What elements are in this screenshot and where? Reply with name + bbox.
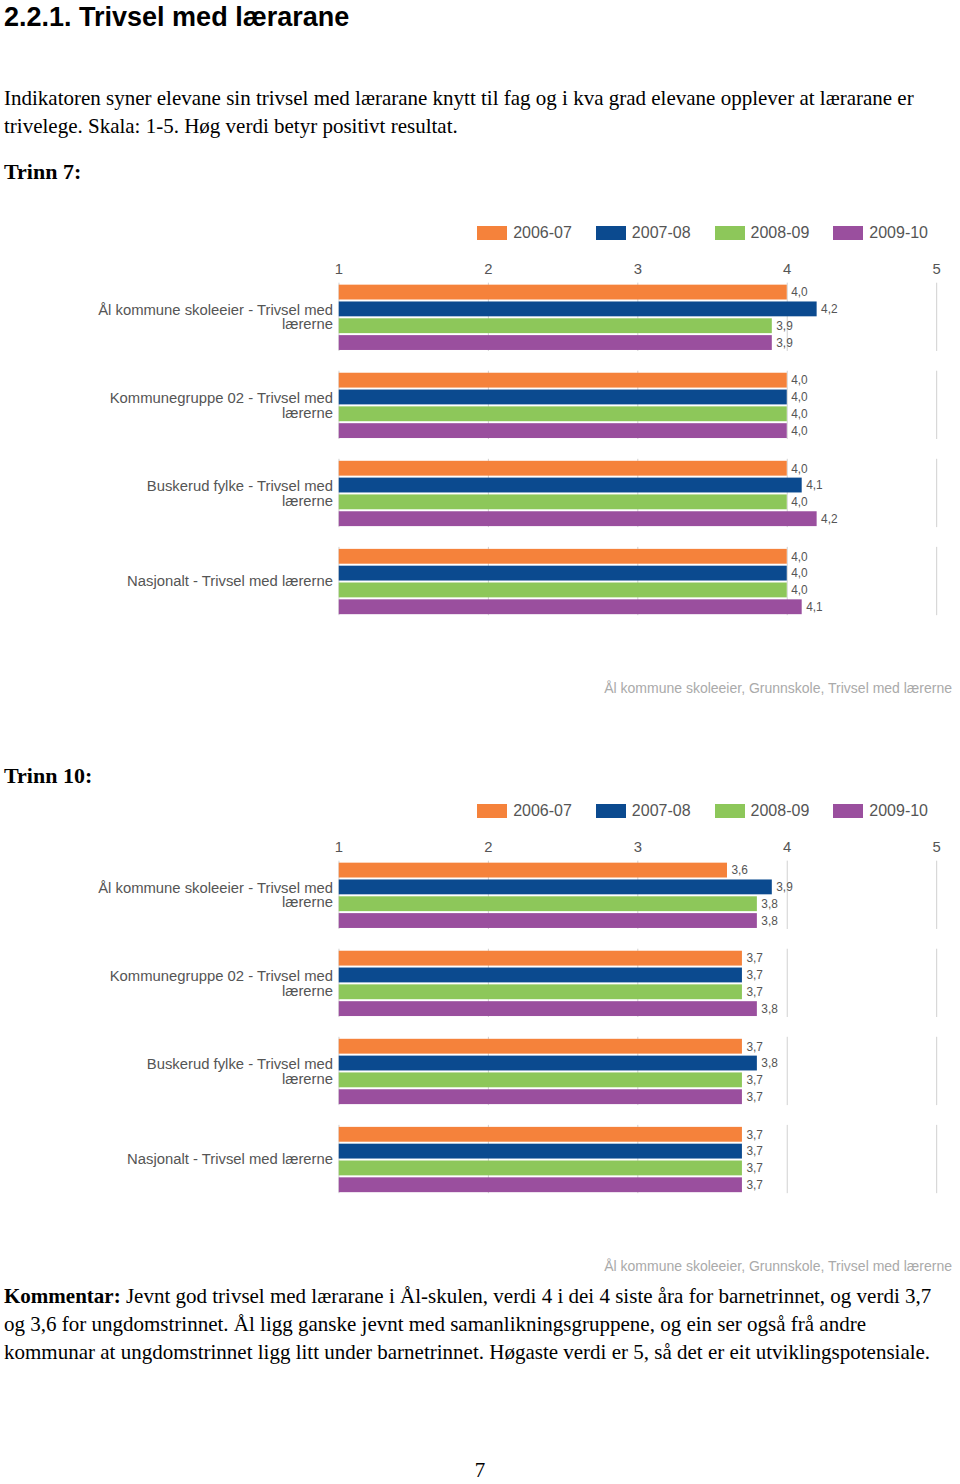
svg-text:Buskerud fylke - Trivsel medlæ: Buskerud fylke - Trivsel medlærerne (147, 478, 333, 509)
html-text:2009-10: 2009-10 (869, 224, 928, 241)
svg-text:3: 3 (634, 261, 642, 277)
svg-text:2: 2 (484, 839, 492, 855)
html-text:Kommentar: Jevnt god trivsel m: Kommentar: Jevnt god trivsel med læraran… (4, 1284, 932, 1365)
html-text:Ål kommune skoleeier, Grunnsko: Ål kommune skoleeier, Grunnskole, Trivse… (604, 1258, 952, 1275)
svg-text:4,0: 4,0 (791, 407, 808, 421)
html-text:Trinn 7:: Trinn 7: (4, 159, 82, 184)
svg-text:4,0: 4,0 (791, 390, 808, 404)
html-text:Ål kommune skoleeier, Grunnsko: Ål kommune skoleeier, Grunnskole, Trivse… (604, 680, 952, 696)
svg-text:Buskerud fylke - Trivsel medlæ: Buskerud fylke - Trivsel medlærerne (147, 1056, 333, 1087)
svg-text:Nasjonalt - Trivsel med lærern: Nasjonalt - Trivsel med lærerne (127, 573, 333, 589)
svg-text:4,0: 4,0 (791, 583, 808, 597)
svg-text:1: 1 (335, 261, 343, 277)
svg-text:4,1: 4,1 (806, 478, 823, 492)
svg-text:4,0: 4,0 (791, 424, 808, 438)
svg-text:2: 2 (484, 261, 492, 277)
svg-text:3,8: 3,8 (761, 914, 778, 928)
svg-text:4,0: 4,0 (791, 373, 808, 387)
svg-text:Nasjonalt - Trivsel med lærern: Nasjonalt - Trivsel med lærerne (127, 1151, 333, 1167)
svg-text:3,7: 3,7 (746, 1090, 762, 1104)
svg-text:3,7: 3,7 (746, 1073, 762, 1087)
svg-text:3,7: 3,7 (746, 1178, 762, 1192)
svg-text:4: 4 (783, 839, 791, 855)
svg-text:Ål kommune skoleeier - Trivsel: Ål kommune skoleeier - Trivsel medlærern… (98, 880, 333, 911)
html-text:2006-07: 2006-07 (513, 802, 572, 819)
html-text:2007-08: 2007-08 (631, 802, 691, 819)
svg-text:Ål kommune skoleeier - Trivsel: Ål kommune skoleeier - Trivsel medlærern… (98, 302, 333, 333)
html-text:2.2.1. Trivsel med lærarane: 2.2.1. Trivsel med lærarane (4, 2, 350, 32)
svg-text:4,2: 4,2 (821, 302, 838, 316)
html-text:2008-09: 2008-09 (750, 802, 810, 819)
svg-text:4,0: 4,0 (791, 550, 808, 564)
svg-text:4: 4 (783, 261, 791, 277)
svg-text:3,7: 3,7 (746, 968, 762, 982)
svg-text:3: 3 (634, 839, 642, 855)
svg-text:4,0: 4,0 (791, 566, 808, 580)
svg-text:5: 5 (933, 261, 941, 277)
html-text:7: 7 (474, 1458, 486, 1482)
svg-text:1: 1 (335, 839, 343, 855)
svg-text:3,6: 3,6 (731, 863, 748, 877)
svg-text:3,7: 3,7 (746, 1161, 762, 1175)
html-text:Trinn 10:: Trinn 10: (4, 763, 93, 788)
svg-text:3,7: 3,7 (746, 951, 762, 965)
svg-text:4,0: 4,0 (791, 462, 808, 476)
svg-text:3,8: 3,8 (761, 1002, 778, 1016)
html-text:2007-08: 2007-08 (631, 224, 691, 241)
html-text:2006-07: 2006-07 (513, 224, 572, 241)
svg-text:3,8: 3,8 (761, 897, 778, 911)
svg-text:3,9: 3,9 (776, 319, 793, 333)
svg-text:5: 5 (933, 839, 941, 855)
svg-text:3,9: 3,9 (776, 336, 793, 350)
svg-text:Kommunegruppe 02 - Trivsel med: Kommunegruppe 02 - Trivsel medlærerne (110, 968, 333, 999)
svg-text:3,8: 3,8 (761, 1056, 778, 1070)
svg-text:3,9: 3,9 (776, 880, 793, 894)
svg-text:Kommunegruppe 02 - Trivsel med: Kommunegruppe 02 - Trivsel medlærerne (110, 390, 333, 421)
svg-text:4,0: 4,0 (791, 495, 808, 509)
svg-text:3,7: 3,7 (746, 1128, 762, 1142)
svg-text:4,0: 4,0 (791, 285, 808, 299)
svg-text:3,7: 3,7 (746, 1144, 762, 1158)
html-text:Indikatoren syner elevane sin: Indikatoren syner elevane sin trivsel me… (4, 86, 914, 138)
html-text:2009-10: 2009-10 (869, 802, 928, 819)
svg-text:3,7: 3,7 (746, 1040, 762, 1054)
svg-text:4,1: 4,1 (806, 600, 823, 614)
html-text:2008-09: 2008-09 (750, 224, 810, 241)
svg-text:3,7: 3,7 (746, 985, 762, 999)
svg-text:4,2: 4,2 (821, 512, 838, 526)
